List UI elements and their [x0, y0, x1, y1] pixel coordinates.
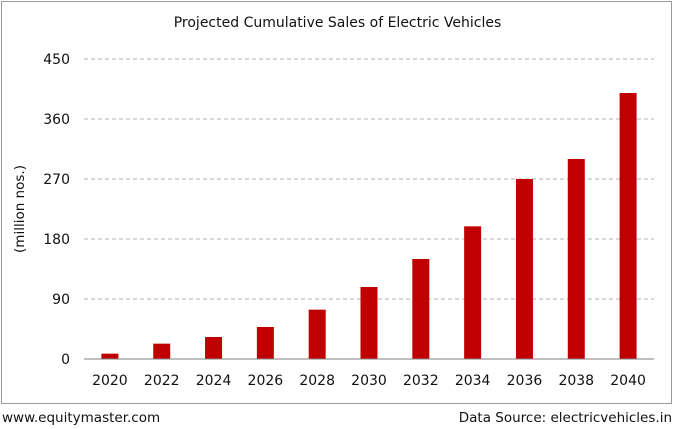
y-tick-label: 450: [43, 52, 70, 68]
bar-2032: [412, 259, 430, 359]
x-tick-label: 2036: [507, 373, 543, 389]
x-tick-label: 2024: [196, 373, 232, 389]
x-tick-label: 2040: [610, 373, 646, 389]
bar-2040: [619, 93, 637, 359]
bars: [101, 93, 637, 359]
bar-2034: [464, 226, 482, 359]
x-tick-labels: 2020 2022 2024 2026 2028 2030 2032 2034 2036 2038…: [92, 373, 646, 389]
x-tick-label: 2034: [455, 373, 491, 389]
bar-2030: [360, 287, 378, 359]
footer-source: Data Source: electricvehicles.in: [458, 410, 672, 426]
x-tick-label: 2030: [351, 373, 387, 389]
gridlines: [84, 58, 654, 300]
x-tick-label: 2020: [92, 373, 128, 389]
y-tick-label: 270: [43, 172, 70, 188]
bar-2038: [567, 159, 585, 359]
x-tick-label: 2026: [248, 373, 284, 389]
bar-2036: [515, 179, 533, 359]
bar-2026: [256, 327, 274, 359]
bar-2020: [101, 353, 119, 359]
chart-frame: [1, 1, 672, 404]
y-tick-labels: 0 90 180 270 360 450: [43, 52, 70, 368]
chart-title: Projected Cumulative Sales of Electric V…: [173, 15, 502, 31]
y-tick-label: 0: [61, 352, 70, 368]
bar-2024: [205, 337, 223, 359]
x-tick-label: 2028: [299, 373, 335, 389]
y-tick-label: 180: [43, 232, 70, 248]
y-tick-label: 90: [52, 292, 70, 308]
footer-site: www.equitymaster.com: [2, 410, 161, 426]
bar-2028: [308, 309, 326, 359]
y-tick-label: 360: [43, 112, 70, 128]
y-axis-label: (million nos.): [12, 165, 28, 253]
x-tick-label: 2022: [144, 373, 180, 389]
bar-2022: [153, 343, 171, 359]
x-tick-label: 2038: [558, 373, 594, 389]
x-tick-label: 2032: [403, 373, 439, 389]
